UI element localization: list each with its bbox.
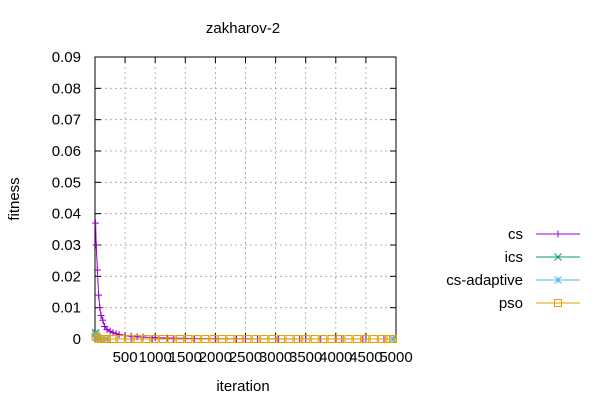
data-point-square [251,335,260,343]
legend-item-cs: cs [508,226,580,243]
y-axis-ticks: 0 0.01 0.02 0.03 0.04 0.05 0.06 0.07 0.08 0.09 [52,49,396,348]
x-tick-label: 500 [113,349,138,366]
data-point-square [226,335,235,343]
x-tick-label: 3500 [289,349,322,366]
x-tick-label: 4000 [319,349,352,366]
data-point-square [344,335,353,343]
data-point-square [100,335,109,343]
data-point-square [201,335,210,343]
x-tick-label: 1500 [169,349,202,366]
data-point-square [91,332,100,341]
data-point-square [352,335,361,343]
data-point-square [327,335,336,343]
chart-title: zakharov-2 [206,20,280,37]
y-axis-label: fitness [6,177,23,220]
data-point-square [302,335,311,343]
data-point-square [116,335,125,343]
x-tick-label: 4500 [349,349,382,366]
y-tick-label: 0.08 [52,80,81,97]
data-point-square [285,335,294,343]
data-point-square [361,335,370,343]
legend-label: ics [505,249,523,266]
x-tick-label: 1000 [139,349,172,366]
legend-label: cs [508,226,523,243]
data-point-square [175,335,184,343]
data-point-plus [97,312,105,319]
series-line-cs [95,223,393,340]
x-tick-label: 3000 [259,349,292,366]
data-point-square [125,335,134,343]
legend-item-ics: ics [505,249,580,266]
legend: cs ics cs-adaptive pso [446,226,580,312]
data-point-plus [115,331,123,339]
y-tick-label: 0.01 [52,300,81,317]
data-point-square [192,335,201,343]
y-tick-label: 0.04 [52,206,81,223]
y-tick-label: 0.07 [52,112,81,129]
x-axis-label: iteration [216,378,269,395]
data-point-plus [95,291,103,299]
data-point-plus [554,230,562,238]
data-point-plus [92,219,100,227]
data-point-square [142,335,151,343]
series-pso [91,332,397,343]
data-point-square [293,335,302,343]
data-point-square [167,335,176,343]
data-point-square [184,335,193,343]
legend-item-pso: pso [499,295,580,312]
series-layer [91,219,397,343]
grid [95,57,396,339]
y-tick-label: 0.03 [52,237,81,254]
y-tick-label: 0 [73,331,81,348]
data-point-plus [92,241,100,249]
data-point-square [277,335,286,343]
data-point-plus [93,266,101,274]
legend-label: pso [499,295,523,312]
data-point-cross [554,253,562,261]
data-point-plus [99,316,107,324]
data-point-square [218,335,227,343]
legend-item-cs-adaptive: cs-adaptive [446,272,580,289]
y-tick-label: 0.05 [52,174,81,191]
x-tick-label: 2000 [199,349,232,366]
data-point-square [150,335,159,343]
x-tick-label: 2500 [229,349,262,366]
data-point-square [369,335,378,343]
legend-label: cs-adaptive [446,272,523,289]
y-tick-label: 0.09 [52,49,81,66]
data-point-square [268,335,277,343]
data-point-square [108,335,117,343]
data-point-star [554,276,562,284]
data-point-square [234,335,243,343]
data-point-plus [96,304,104,312]
data-point-square [310,335,319,343]
series-cs [92,219,397,343]
y-tick-label: 0.02 [52,268,81,285]
x-tick-label: 5000 [379,349,412,366]
data-point-square [554,299,562,307]
data-point-square [319,335,328,343]
data-point-square [386,335,395,343]
data-point-square [159,335,168,343]
data-point-square [336,335,345,343]
data-point-plus [163,334,171,342]
data-point-square [133,335,142,343]
data-point-square [209,335,218,343]
data-point-square [260,335,269,343]
data-point-plus [106,327,114,335]
data-point-square [378,335,387,343]
y-tick-label: 0.06 [52,143,81,160]
data-point-square [243,335,252,343]
data-point-plus [103,326,111,334]
